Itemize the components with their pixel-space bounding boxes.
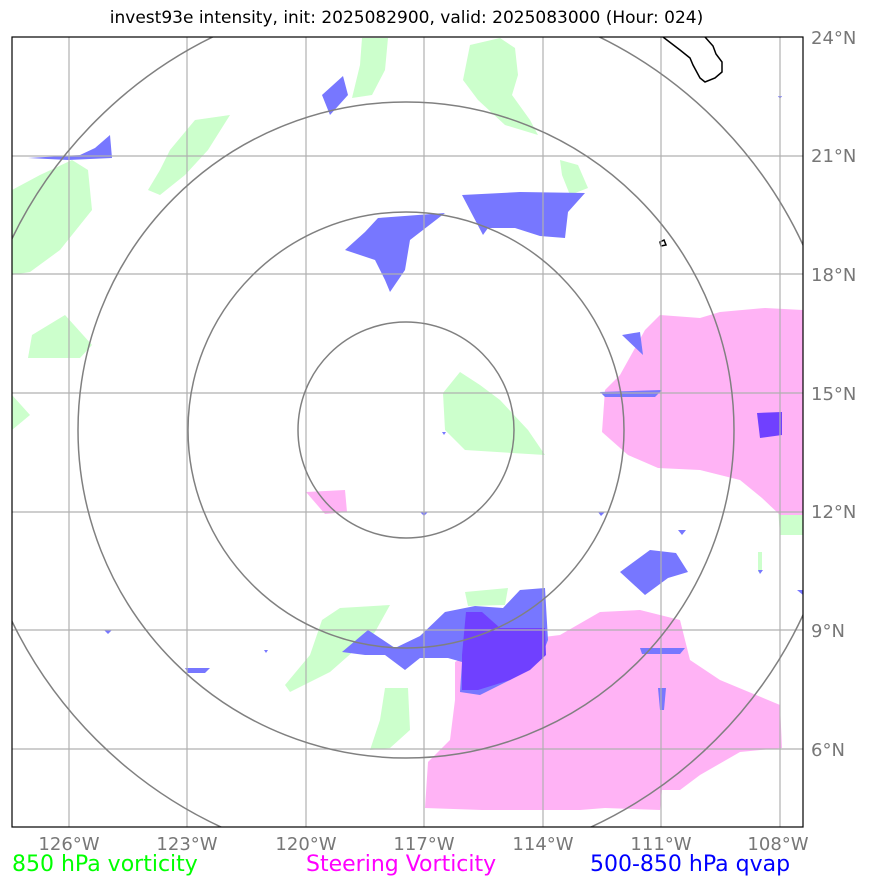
map-gridlines	[12, 37, 803, 827]
latitude-labels: 24°N 21°N 18°N 15°N 12°N 9°N 6°N	[811, 28, 856, 761]
map-title: invest93e intensity, init: 2025082900, v…	[109, 8, 704, 28]
range-rings	[12, 37, 803, 827]
lon-label: 111°W	[630, 834, 691, 855]
lat-label: 9°N	[811, 621, 845, 642]
lon-label: 117°W	[393, 834, 454, 855]
coastline	[659, 37, 723, 247]
lat-label: 21°N	[811, 146, 856, 167]
legend-steering-vorticity: Steering Vorticity	[306, 852, 497, 877]
lon-label: 114°W	[512, 834, 573, 855]
lat-label: 24°N	[811, 28, 856, 49]
legend-850-vorticity: 850 hPa vorticity	[12, 852, 198, 877]
legend-qvap: 500-850 hPa qvap	[590, 852, 791, 877]
longitude-labels: 126°W 123°W 120°W 117°W 114°W 111°W 108°…	[38, 834, 808, 855]
map-frame	[11, 36, 804, 828]
lat-label: 18°N	[811, 265, 856, 286]
lon-label: 126°W	[38, 834, 99, 855]
lon-label: 108°W	[747, 834, 808, 855]
lon-label: 123°W	[156, 834, 217, 855]
lat-label: 15°N	[811, 384, 856, 405]
lat-label: 12°N	[811, 502, 856, 523]
lat-label: 6°N	[811, 740, 845, 761]
lon-label: 120°W	[275, 834, 336, 855]
qvap-strong-areas	[462, 412, 782, 690]
